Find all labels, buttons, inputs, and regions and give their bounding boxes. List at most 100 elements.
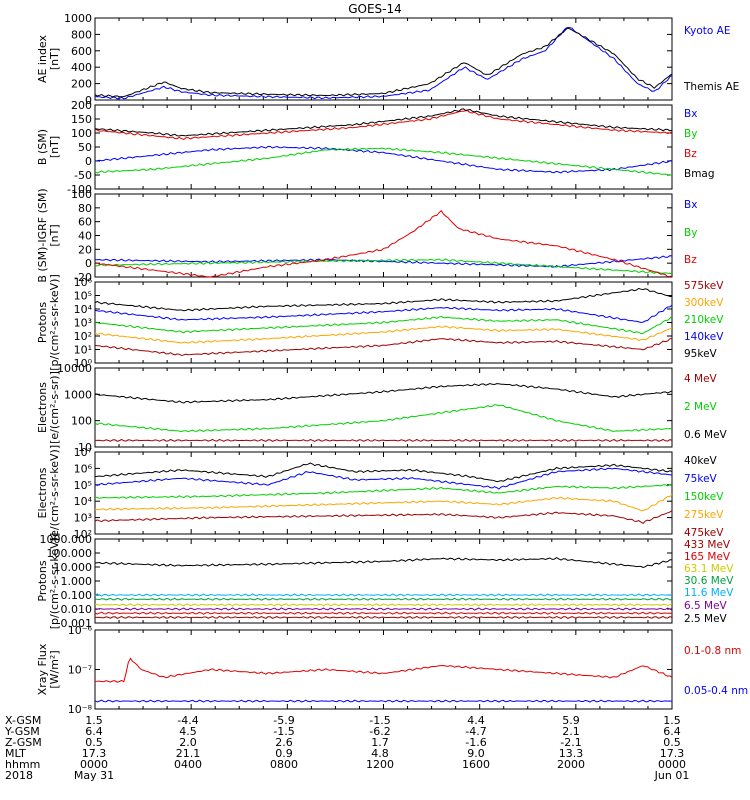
series-line-95kev (94, 287, 673, 312)
legend-entry: 30.6 MeV (684, 575, 734, 587)
y-tick-label: 40 (78, 230, 92, 243)
legend-entry: 40keV (684, 455, 718, 467)
y-tick-label: 0 (85, 257, 92, 270)
legend-entry: Bx (684, 199, 697, 211)
y-axis-label: Protons (36, 560, 49, 601)
x-axis-value: 4.5 (179, 725, 197, 738)
y-tick-label: 50 (78, 141, 92, 154)
series-line-2-5-mev (94, 557, 673, 569)
x-axis-value: 13.3 (559, 747, 584, 760)
panel-ae: 1000 800 600 400 200 0 AE index [nT] Kyoto AE The… (36, 12, 739, 107)
x-axis-value: 0000 (80, 758, 108, 771)
y-tick-label: 200 (71, 78, 92, 91)
legend-entry: 165 MeV (684, 551, 731, 563)
y-tick-label: 200 (71, 99, 92, 112)
series-line-475kev (94, 510, 673, 525)
y-tick-label: 10² (74, 330, 92, 343)
panel-xray: 10⁻⁶ 10⁻⁷ 10⁻⁸ Xray Flux [W/m²] 0.1-0.8 nm 0.0… (36, 624, 748, 716)
x-axis-value: 2000 (557, 758, 585, 771)
x-axis-value: 4.4 (467, 714, 485, 727)
series-line-bx (94, 145, 673, 174)
y-tick-label: 0 (85, 94, 92, 107)
x-axis-value: -4.7 (465, 725, 486, 738)
x-axis-row-label: hhmm (5, 758, 40, 771)
series-line-2-mev (94, 404, 673, 433)
panel-electrons_kev: 10⁷ 10⁶ 10⁵ 10⁴ 10³ 10² Electrons [e/(cm²-s-sr-… (36, 445, 724, 541)
x-axis-value: 17.3 (660, 747, 685, 760)
panel-frame (94, 104, 673, 190)
x-axis-value: 0400 (174, 758, 202, 771)
series-line-165-mev (94, 611, 673, 615)
legend-entry: Bmag (684, 168, 715, 180)
legend-entry: 0.05-0.4 nm (684, 685, 748, 697)
y-tick-label: 10⁶ (74, 276, 93, 289)
panel-frame (94, 17, 673, 101)
series-line-433-mev (95, 615, 673, 619)
series-line-0-05-0-4-nm (94, 699, 673, 703)
y-tick-label: 10⁶ (74, 462, 93, 475)
x-axis-value: -4.4 (177, 714, 198, 727)
series-line-bmag (94, 108, 673, 137)
y-tick-label: -20 (74, 271, 92, 284)
y-tick-label: 100 (71, 188, 92, 201)
x-axis-value: 2.0 (179, 736, 197, 749)
series-line-bz (94, 209, 673, 278)
x-axis-value: 1200 (366, 758, 394, 771)
series-line-4-mev (95, 438, 673, 442)
y-tick-label: 10² (74, 528, 92, 541)
legend-entry: Themis AE (683, 81, 739, 93)
legend-entry: 63.1 MeV (684, 563, 734, 575)
y-tick-label: 100 (71, 415, 92, 428)
x-axis-value: May 31 (74, 769, 114, 782)
y-axis-label: B (SM) (36, 129, 49, 165)
series-line-11-6-mev (94, 593, 673, 597)
x-axis-value: 0.5 (663, 736, 681, 749)
panel-frame (94, 193, 673, 278)
y-axis-label: [p/(cm²-s-sr-keV)] (48, 533, 61, 630)
y-axis-label: Protons (36, 302, 49, 343)
page-title: GOES-14 (348, 2, 402, 16)
y-axis-label: [e/(cm²-s-sr-keV)] (48, 445, 61, 541)
y-tick-label: 10³ (74, 317, 92, 330)
y-axis-label: B (SM)-IGRF (SM) (36, 188, 49, 282)
x-axis-value: 1.5 (85, 714, 103, 727)
x-axis-value: -1.6 (465, 736, 486, 749)
panel-frame (94, 281, 673, 364)
panel-frame (94, 367, 673, 448)
legend-entry: 575keV (684, 280, 724, 292)
legend-entry: 6.5 MeV (684, 600, 728, 612)
y-tick-label: 1000 (64, 12, 92, 25)
x-axis-value: 1600 (462, 758, 490, 771)
x-axis-value: 4.8 (371, 747, 389, 760)
x-axis-row-label: Z-GSM (5, 736, 42, 749)
series-line-bz (94, 110, 673, 140)
y-tick-label: 10000 (57, 362, 92, 375)
panel-protons_mev: 1000.000100.00010.0001.0000.1000.0100.00… (36, 533, 734, 630)
y-tick-label: 100 (71, 127, 92, 140)
y-tick-label: 10⁻⁶ (68, 624, 93, 637)
y-tick-label: 150 (71, 113, 92, 126)
y-axis-label: Electrons (36, 382, 49, 433)
legend-entry: Bx (684, 108, 697, 120)
x-axis-row-label: Y-GSM (4, 725, 40, 738)
series-line-210kev (94, 315, 673, 335)
x-axis-row-label: X-GSM (5, 714, 41, 727)
legend-entry: 0.6 MeV (684, 429, 728, 441)
series-line-0-1-0-8-nm (94, 657, 673, 683)
panel-electrons_mev: 10000 1000 100 10 Electrons [e/(cm²-s-sr)] 4 M… (36, 362, 728, 454)
series-line-by (94, 147, 673, 176)
x-axis-value: 1.5 (663, 714, 681, 727)
series-line-75kev (94, 467, 673, 490)
series-line-40kev (94, 462, 673, 483)
x-axis-row-label: MLT (5, 747, 26, 760)
y-tick-label: 10⁵ (74, 479, 92, 492)
y-tick-label: 10.000 (54, 561, 93, 574)
legend-entry: 140keV (684, 331, 724, 343)
legend-entry: 300keV (684, 297, 724, 309)
x-axis-value: 0800 (270, 758, 298, 771)
x-axis-value: 1.7 (371, 736, 389, 749)
y-tick-label: 100.000 (47, 547, 93, 560)
panel-frame (94, 629, 673, 710)
y-tick-label: 400 (71, 61, 92, 74)
